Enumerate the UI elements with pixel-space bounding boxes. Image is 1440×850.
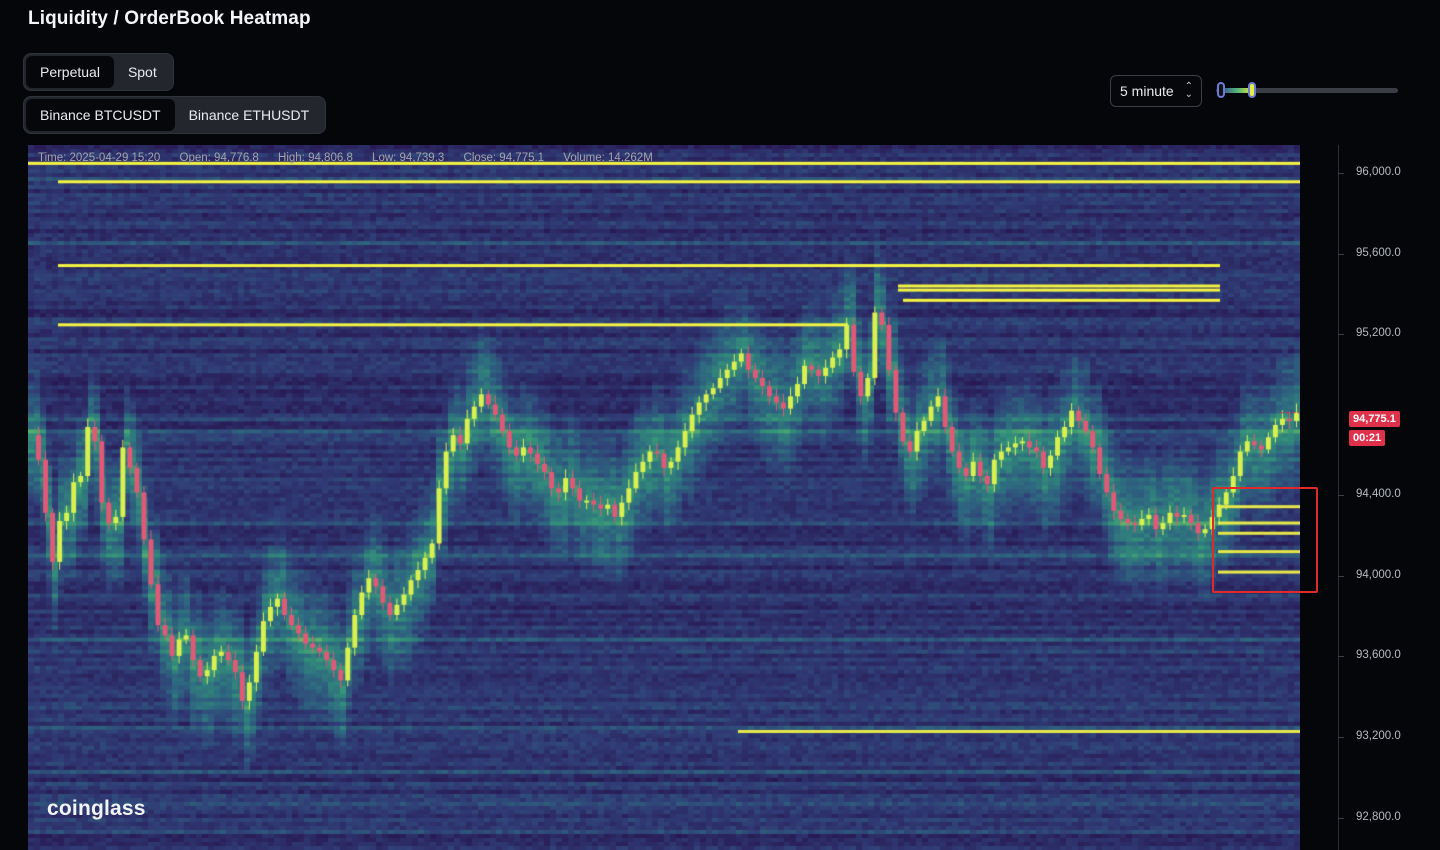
y-label-93200: 93,200.0 xyxy=(1356,730,1401,742)
coinglass-logo: coinglass xyxy=(47,797,146,820)
y-label-93600: 93,600.0 xyxy=(1356,649,1401,661)
interval-select[interactable]: 5 minute ⌃ ⌄ xyxy=(1110,75,1202,107)
market-type-toggle: Perpetual Spot xyxy=(23,53,174,91)
y-tick xyxy=(1338,334,1344,335)
tab-spot[interactable]: Spot xyxy=(127,64,157,80)
tab-binance-ethusdt[interactable]: Binance ETHUSDT xyxy=(188,107,310,123)
info-close: Close: 94,775.1 xyxy=(463,152,545,164)
info-time: Time: 2025-04-29 15:20 xyxy=(38,152,161,164)
orderbook-heatmap-chart[interactable] xyxy=(28,145,1300,850)
slider-track xyxy=(1216,88,1398,93)
y-label-94000: 94,000.0 xyxy=(1356,569,1401,581)
tab-binance-btcusdt[interactable]: Binance BTCUSDT xyxy=(26,99,175,131)
slider-low-handle[interactable] xyxy=(1217,82,1226,98)
info-open: Open: 94,776.8 xyxy=(179,152,259,164)
tab-perpetual[interactable]: Perpetual xyxy=(26,56,114,88)
y-label-95200: 95,200.0 xyxy=(1356,327,1401,339)
y-label-94400: 94,400.0 xyxy=(1356,488,1401,500)
y-tick xyxy=(1338,818,1344,819)
slider-fill xyxy=(1221,88,1253,93)
info-volume: Volume: 14.262M xyxy=(563,152,653,164)
y-tick xyxy=(1338,254,1344,255)
candle-info-bar: Time: 2025-04-29 15:20 Open: 94,776.8 Hi… xyxy=(38,152,669,164)
chevron-updown-icon: ⌃ ⌄ xyxy=(1184,81,1193,100)
y-label-92800: 92,800.0 xyxy=(1356,811,1401,823)
interval-value: 5 minute xyxy=(1120,83,1174,99)
info-low: Low: 94,739.3 xyxy=(372,152,445,164)
y-tick xyxy=(1338,495,1344,496)
y-tick xyxy=(1338,737,1344,738)
y-label-95600: 95,600.0 xyxy=(1356,247,1401,259)
current-price-tag: 94,775.1 xyxy=(1349,411,1400,427)
highlight-box xyxy=(1212,487,1318,593)
symbol-toggle: Binance BTCUSDT Binance ETHUSDT xyxy=(23,96,327,134)
page-title: Liquidity / OrderBook Heatmap xyxy=(28,8,311,29)
slider-high-handle[interactable] xyxy=(1248,82,1257,98)
intensity-slider[interactable] xyxy=(1212,80,1400,102)
y-tick xyxy=(1338,576,1344,577)
y-tick xyxy=(1338,173,1344,174)
price-axis-line xyxy=(1338,145,1339,850)
y-tick xyxy=(1338,656,1344,657)
info-high: High: 94,806.8 xyxy=(278,152,353,164)
y-label-96000: 96,000.0 xyxy=(1356,166,1401,178)
candle-countdown-tag: 00:21 xyxy=(1349,430,1386,446)
